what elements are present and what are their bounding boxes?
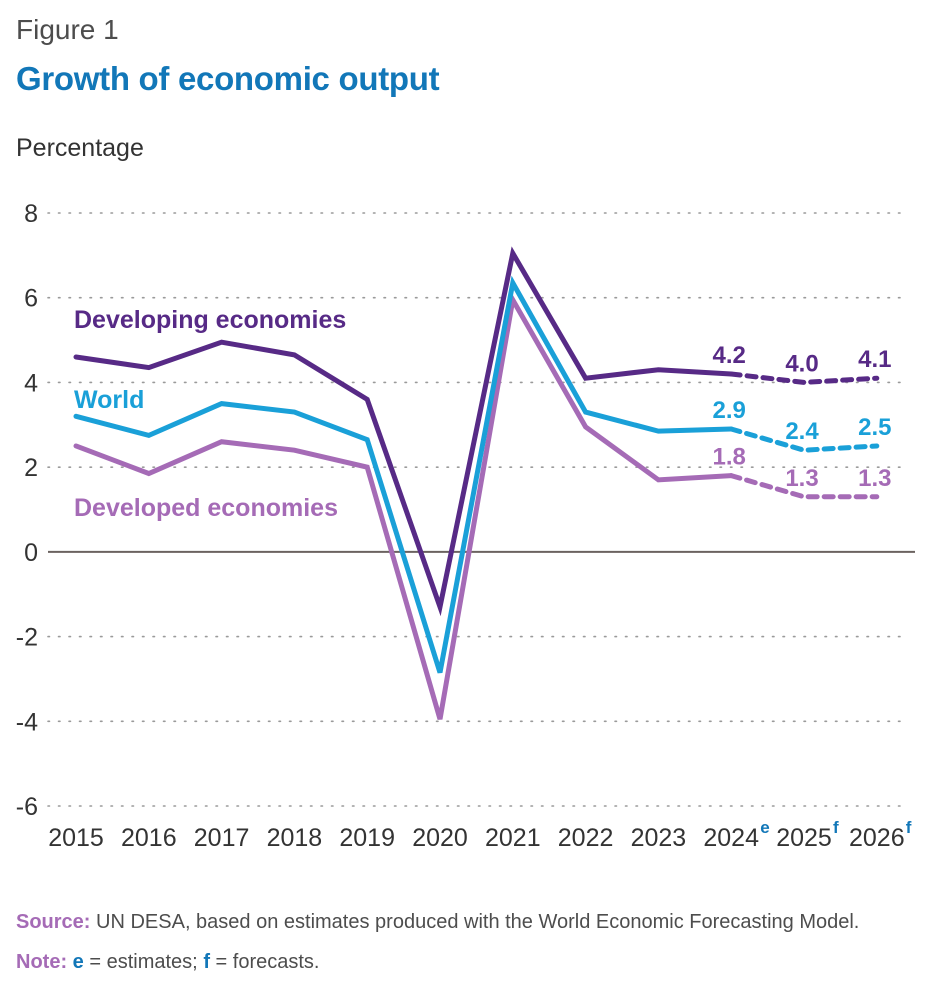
data-label: 4.2 <box>713 342 746 369</box>
source-label: Source: <box>16 911 90 933</box>
x-tick-label: 2025 <box>776 824 832 852</box>
x-tick-superscript: e <box>760 818 769 837</box>
series-name-label: Developed economies <box>74 494 338 522</box>
line-chart: -6 -4 -2 0 2 4 6 8 2015 2016 2017 2018 2019 2020 2021… <box>0 0 943 900</box>
y-tick-label: 8 <box>24 200 38 228</box>
data-label: 2.9 <box>713 397 746 424</box>
data-label: 4.1 <box>858 346 891 373</box>
x-tick-label: 2015 <box>48 824 104 852</box>
x-tick-label: 2016 <box>121 824 177 852</box>
data-label: 4.0 <box>785 350 818 377</box>
data-label: 1.3 <box>785 465 818 492</box>
x-tick-label: 2019 <box>339 824 395 852</box>
series-name-label: World <box>74 386 144 414</box>
y-tick-label: -6 <box>16 793 38 821</box>
y-tick-label: 4 <box>24 369 38 397</box>
x-tick-label: 2018 <box>267 824 323 852</box>
x-tick-label: 2022 <box>558 824 614 852</box>
x-tick-label: 2026 <box>849 824 905 852</box>
data-label: 2.4 <box>785 418 819 445</box>
note-e-text: = estimates; <box>89 951 197 973</box>
data-label: 2.5 <box>858 414 891 441</box>
source-line: Source: UN DESA, based on estimates prod… <box>16 902 859 942</box>
y-tick-label: 0 <box>24 539 38 567</box>
x-tick-label: 2021 <box>485 824 541 852</box>
y-tick-label: -2 <box>16 624 38 652</box>
x-tick-label: 2020 <box>412 824 468 852</box>
series-line-solid <box>76 283 731 673</box>
x-tick-label: 2023 <box>631 824 687 852</box>
note-label: Note: <box>16 951 67 973</box>
x-tick-superscript: f <box>833 818 839 837</box>
data-labels: 1.8 1.3 1.3 2.9 2.4 2.5 4.2 4.0 4.1 <box>713 342 892 492</box>
x-tick-superscript: f <box>906 818 912 837</box>
source-text: UN DESA, based on estimates produced wit… <box>96 911 859 933</box>
note-e-key: e <box>73 951 84 973</box>
note-line: Note: e = estimates; f = forecasts. <box>16 942 859 982</box>
y-tick-label: -4 <box>16 708 38 736</box>
note-f-text: = forecasts. <box>216 951 320 973</box>
y-axis-ticks: -6 -4 -2 0 2 4 6 8 <box>16 200 38 821</box>
x-tick-label: 2017 <box>194 824 250 852</box>
y-tick-label: 6 <box>24 285 38 313</box>
footer: Source: UN DESA, based on estimates prod… <box>16 902 859 982</box>
x-axis-ticks: 2015 2016 2017 2018 2019 2020 2021 2022 2023 2024… <box>48 818 912 852</box>
x-tick-label: 2024 <box>703 824 759 852</box>
note-f-key: f <box>203 951 210 973</box>
y-tick-label: 2 <box>24 454 38 482</box>
series-name-label: Developing economies <box>74 306 346 334</box>
data-label: 1.3 <box>858 465 891 492</box>
data-label: 1.8 <box>713 444 746 471</box>
